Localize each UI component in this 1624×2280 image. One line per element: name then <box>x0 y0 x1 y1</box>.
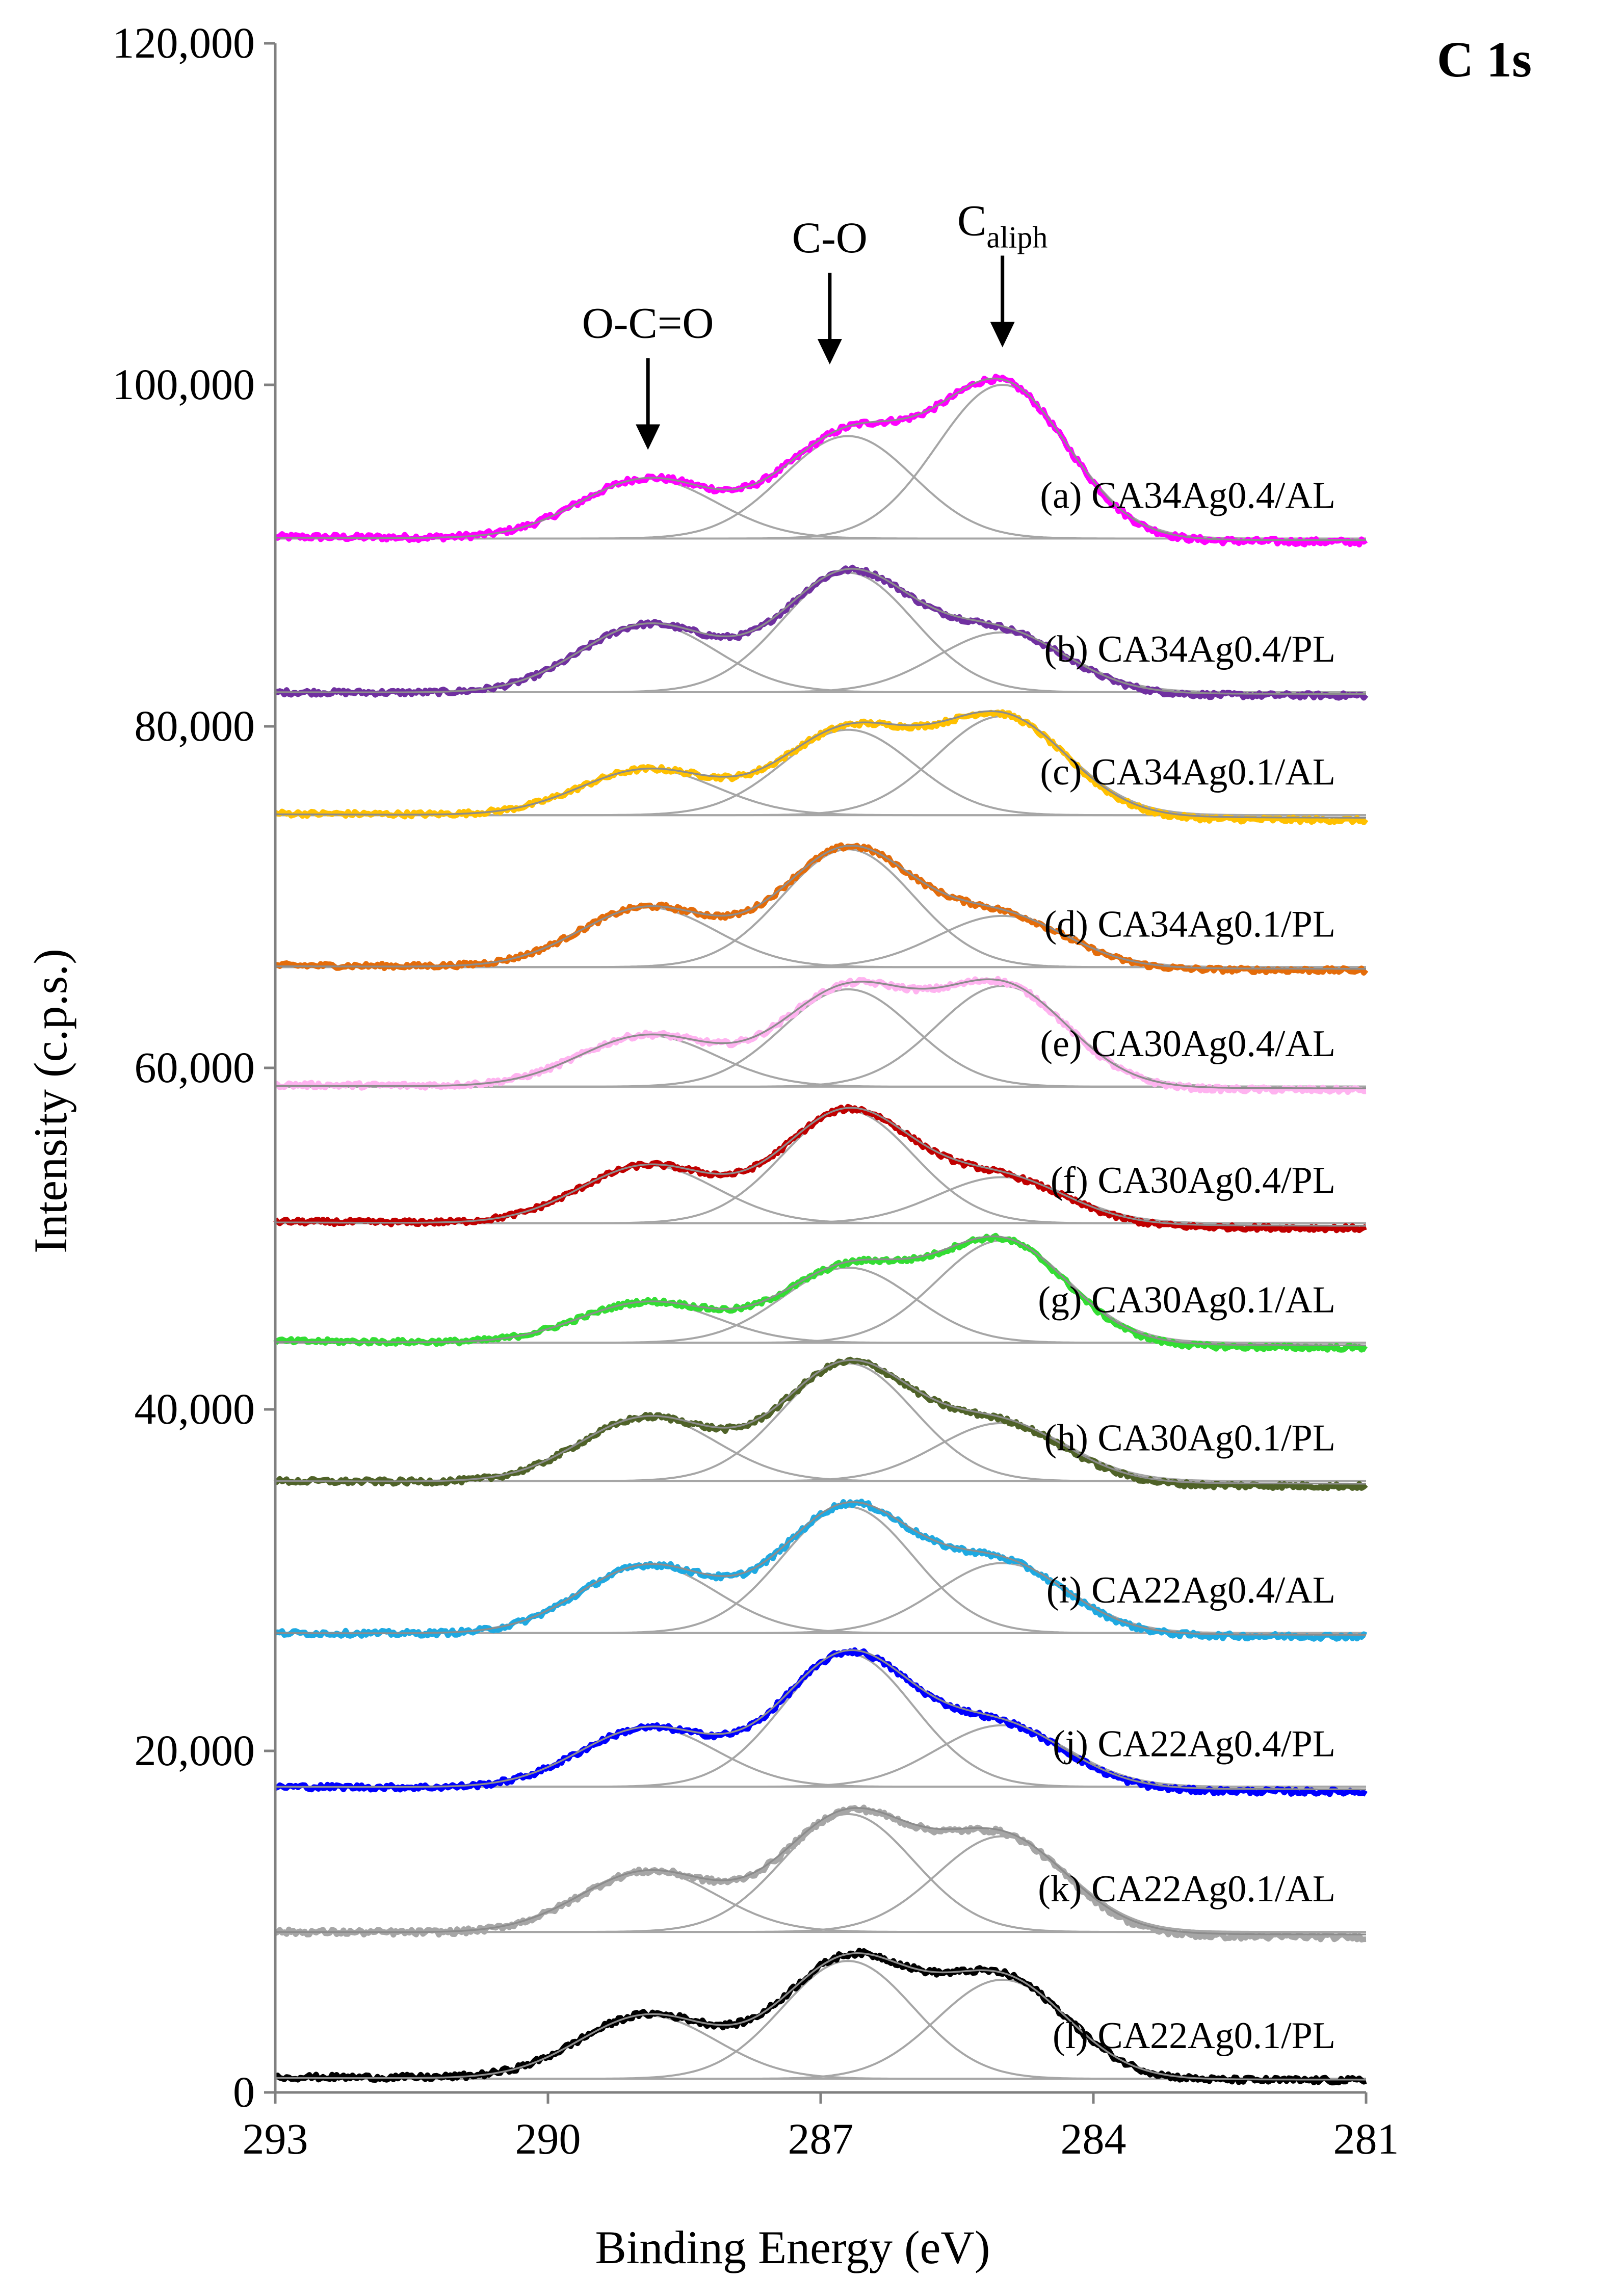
series-label: (g) CA30Ag0.1/AL <box>1038 1279 1335 1321</box>
series-label: (h) CA30Ag0.1/PL <box>1044 1418 1335 1459</box>
series-label: (l) CA22Ag0.1/PL <box>1053 2015 1335 2057</box>
envelope-fit-line <box>275 1501 1366 1636</box>
y-tick-label: 40,000 <box>135 1384 255 1433</box>
series-labels-layer: (a) CA34Ag0.4/AL (b) CA34Ag0.4/PL (c) CA34… <box>1038 475 1335 2057</box>
envelope-fit-line <box>275 377 1366 541</box>
series-label: (j) CA22Ag0.4/PL <box>1053 1723 1335 1765</box>
envelope-fit-line <box>275 978 1366 1089</box>
series-label: (f) CA30Ag0.4/PL <box>1051 1160 1335 1201</box>
y-tick-label: 20,000 <box>135 1726 255 1775</box>
spectrum-line <box>274 1647 1368 1797</box>
peak-label: C-O <box>792 213 868 262</box>
y-axis-title: Intensity (c.p.s.) <box>24 949 76 1253</box>
spectrum-line <box>274 976 1367 1095</box>
spectrum-line <box>273 1104 1367 1234</box>
arrow-down-icon <box>817 339 842 364</box>
envelope-fit-line <box>275 568 1366 695</box>
x-tick-label: 281 <box>1333 2114 1399 2163</box>
envelope-fit-line <box>275 1952 1366 2081</box>
chart-title: C 1s <box>1437 31 1532 88</box>
envelope-fit-line <box>275 1107 1366 1227</box>
envelope-fit-line <box>275 1359 1366 1485</box>
envelope-fit-line <box>275 710 1366 819</box>
x-tick-label: 293 <box>243 2114 308 2163</box>
envelope-fit-line <box>275 1807 1366 1935</box>
y-tick-label: 60,000 <box>135 1043 255 1092</box>
series-label: (d) CA34Ag0.1/PL <box>1044 903 1335 945</box>
peak-label: O-C=O <box>582 299 714 348</box>
x-tick-label: 290 <box>515 2114 581 2163</box>
envelope-fit-line <box>275 1649 1366 1791</box>
series-label: (k) CA22Ag0.1/AL <box>1038 1868 1335 1910</box>
y-tick-label: 120,000 <box>113 18 255 67</box>
arrow-down-icon <box>636 424 661 450</box>
peak-label-text: C <box>957 196 986 245</box>
peak-label: Caliph <box>957 196 1047 254</box>
y-tick-label: 100,000 <box>113 360 255 409</box>
spectrum-line <box>273 374 1368 547</box>
arrow-down-icon <box>990 322 1015 348</box>
peak-label-text: C-O <box>792 213 868 262</box>
peak-annotations-layer: O-C=O C-O Caliph <box>582 196 1047 450</box>
peak-label-text: O-C=O <box>582 299 714 348</box>
series-label: (a) CA34Ag0.4/AL <box>1040 475 1335 517</box>
x-tick-label: 284 <box>1061 2114 1127 2163</box>
series-label: (b) CA34Ag0.4/PL <box>1044 628 1335 670</box>
axes-layer: 0 20,000 40,000 60,000 80,000 100,000 120,000 2… <box>113 18 1399 2163</box>
y-tick-label: 80,000 <box>135 701 255 750</box>
x-tick-label: 287 <box>788 2114 854 2163</box>
fit-component-co <box>275 1653 1366 1788</box>
series-label: (e) CA30Ag0.4/AL <box>1040 1023 1335 1065</box>
peak-label-subscript: aliph <box>986 221 1047 254</box>
series-label: (i) CA22Ag0.4/AL <box>1046 1569 1335 1611</box>
envelope-fit-line <box>275 1235 1366 1347</box>
y-tick-label: 0 <box>233 2067 255 2116</box>
x-axis-title: Binding Energy (eV) <box>595 2221 990 2273</box>
envelope-fit-line <box>275 845 1366 970</box>
spectra-layer <box>273 374 1369 2086</box>
series-label: (c) CA34Ag0.1/AL <box>1040 751 1335 793</box>
